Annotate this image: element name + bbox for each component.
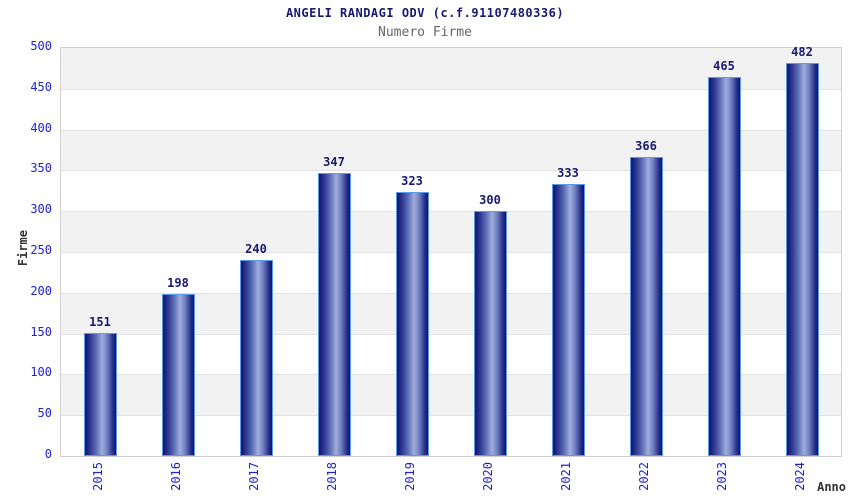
bar-value-label: 198	[167, 276, 189, 290]
chart-subtitle: Numero Firme	[378, 25, 472, 40]
y-tick-label: 350	[30, 161, 52, 176]
bar-2021	[552, 184, 585, 456]
x-tick-label: 2017	[247, 462, 261, 491]
y-tick-label: 250	[30, 243, 52, 257]
bar-value-label: 323	[401, 174, 423, 188]
x-tick-label: 2018	[325, 462, 339, 491]
y-tick-label: 100	[30, 365, 52, 380]
x-tick-label: 2020	[481, 462, 495, 491]
bar-2017	[240, 260, 273, 456]
x-tick-label: 2022	[637, 462, 651, 491]
x-tick-label: 2019	[403, 462, 417, 491]
x-tick-label: 2021	[559, 462, 573, 491]
bar-2020	[474, 211, 507, 456]
bar-value-label: 465	[713, 59, 735, 73]
y-tick-label: 0	[44, 447, 52, 461]
bar-value-label: 482	[791, 45, 813, 59]
bar-2019	[396, 192, 429, 456]
bar-value-label: 347	[323, 155, 345, 169]
y-tick-label: 400	[30, 120, 52, 135]
bar-value-label: 151	[89, 315, 111, 329]
x-axis-title: Anno	[817, 480, 846, 494]
y-tick-label: 50	[37, 406, 52, 421]
chart-title: ANGELI RANDAGI ODV (c.f.91107480336)	[285, 6, 565, 20]
bar-2023	[708, 77, 741, 456]
bar-value-label: 300	[479, 193, 501, 207]
bar-2015	[84, 333, 117, 456]
y-tick-label: 150	[30, 324, 52, 339]
y-tick-label: 450	[30, 79, 52, 94]
bar-2022	[630, 157, 663, 456]
x-tick-label: 2024	[793, 462, 807, 491]
x-tick-label: 2016	[169, 462, 183, 491]
bar-value-label: 240	[245, 242, 267, 256]
x-tick-label: 2023	[715, 462, 729, 491]
y-tick-label: 300	[30, 202, 52, 217]
y-tick-label: 200	[30, 283, 52, 298]
x-tick-label: 2015	[91, 462, 105, 491]
bar-value-label: 366	[635, 139, 657, 153]
bar-value-label: 333	[557, 166, 579, 180]
bar-2018	[318, 173, 351, 456]
bar-2024	[786, 63, 819, 456]
bar-2016	[162, 294, 195, 456]
y-tick-label: 500	[30, 39, 52, 53]
plot-area: 151 198 240 347 323 300 333 366 465 482	[60, 45, 842, 457]
